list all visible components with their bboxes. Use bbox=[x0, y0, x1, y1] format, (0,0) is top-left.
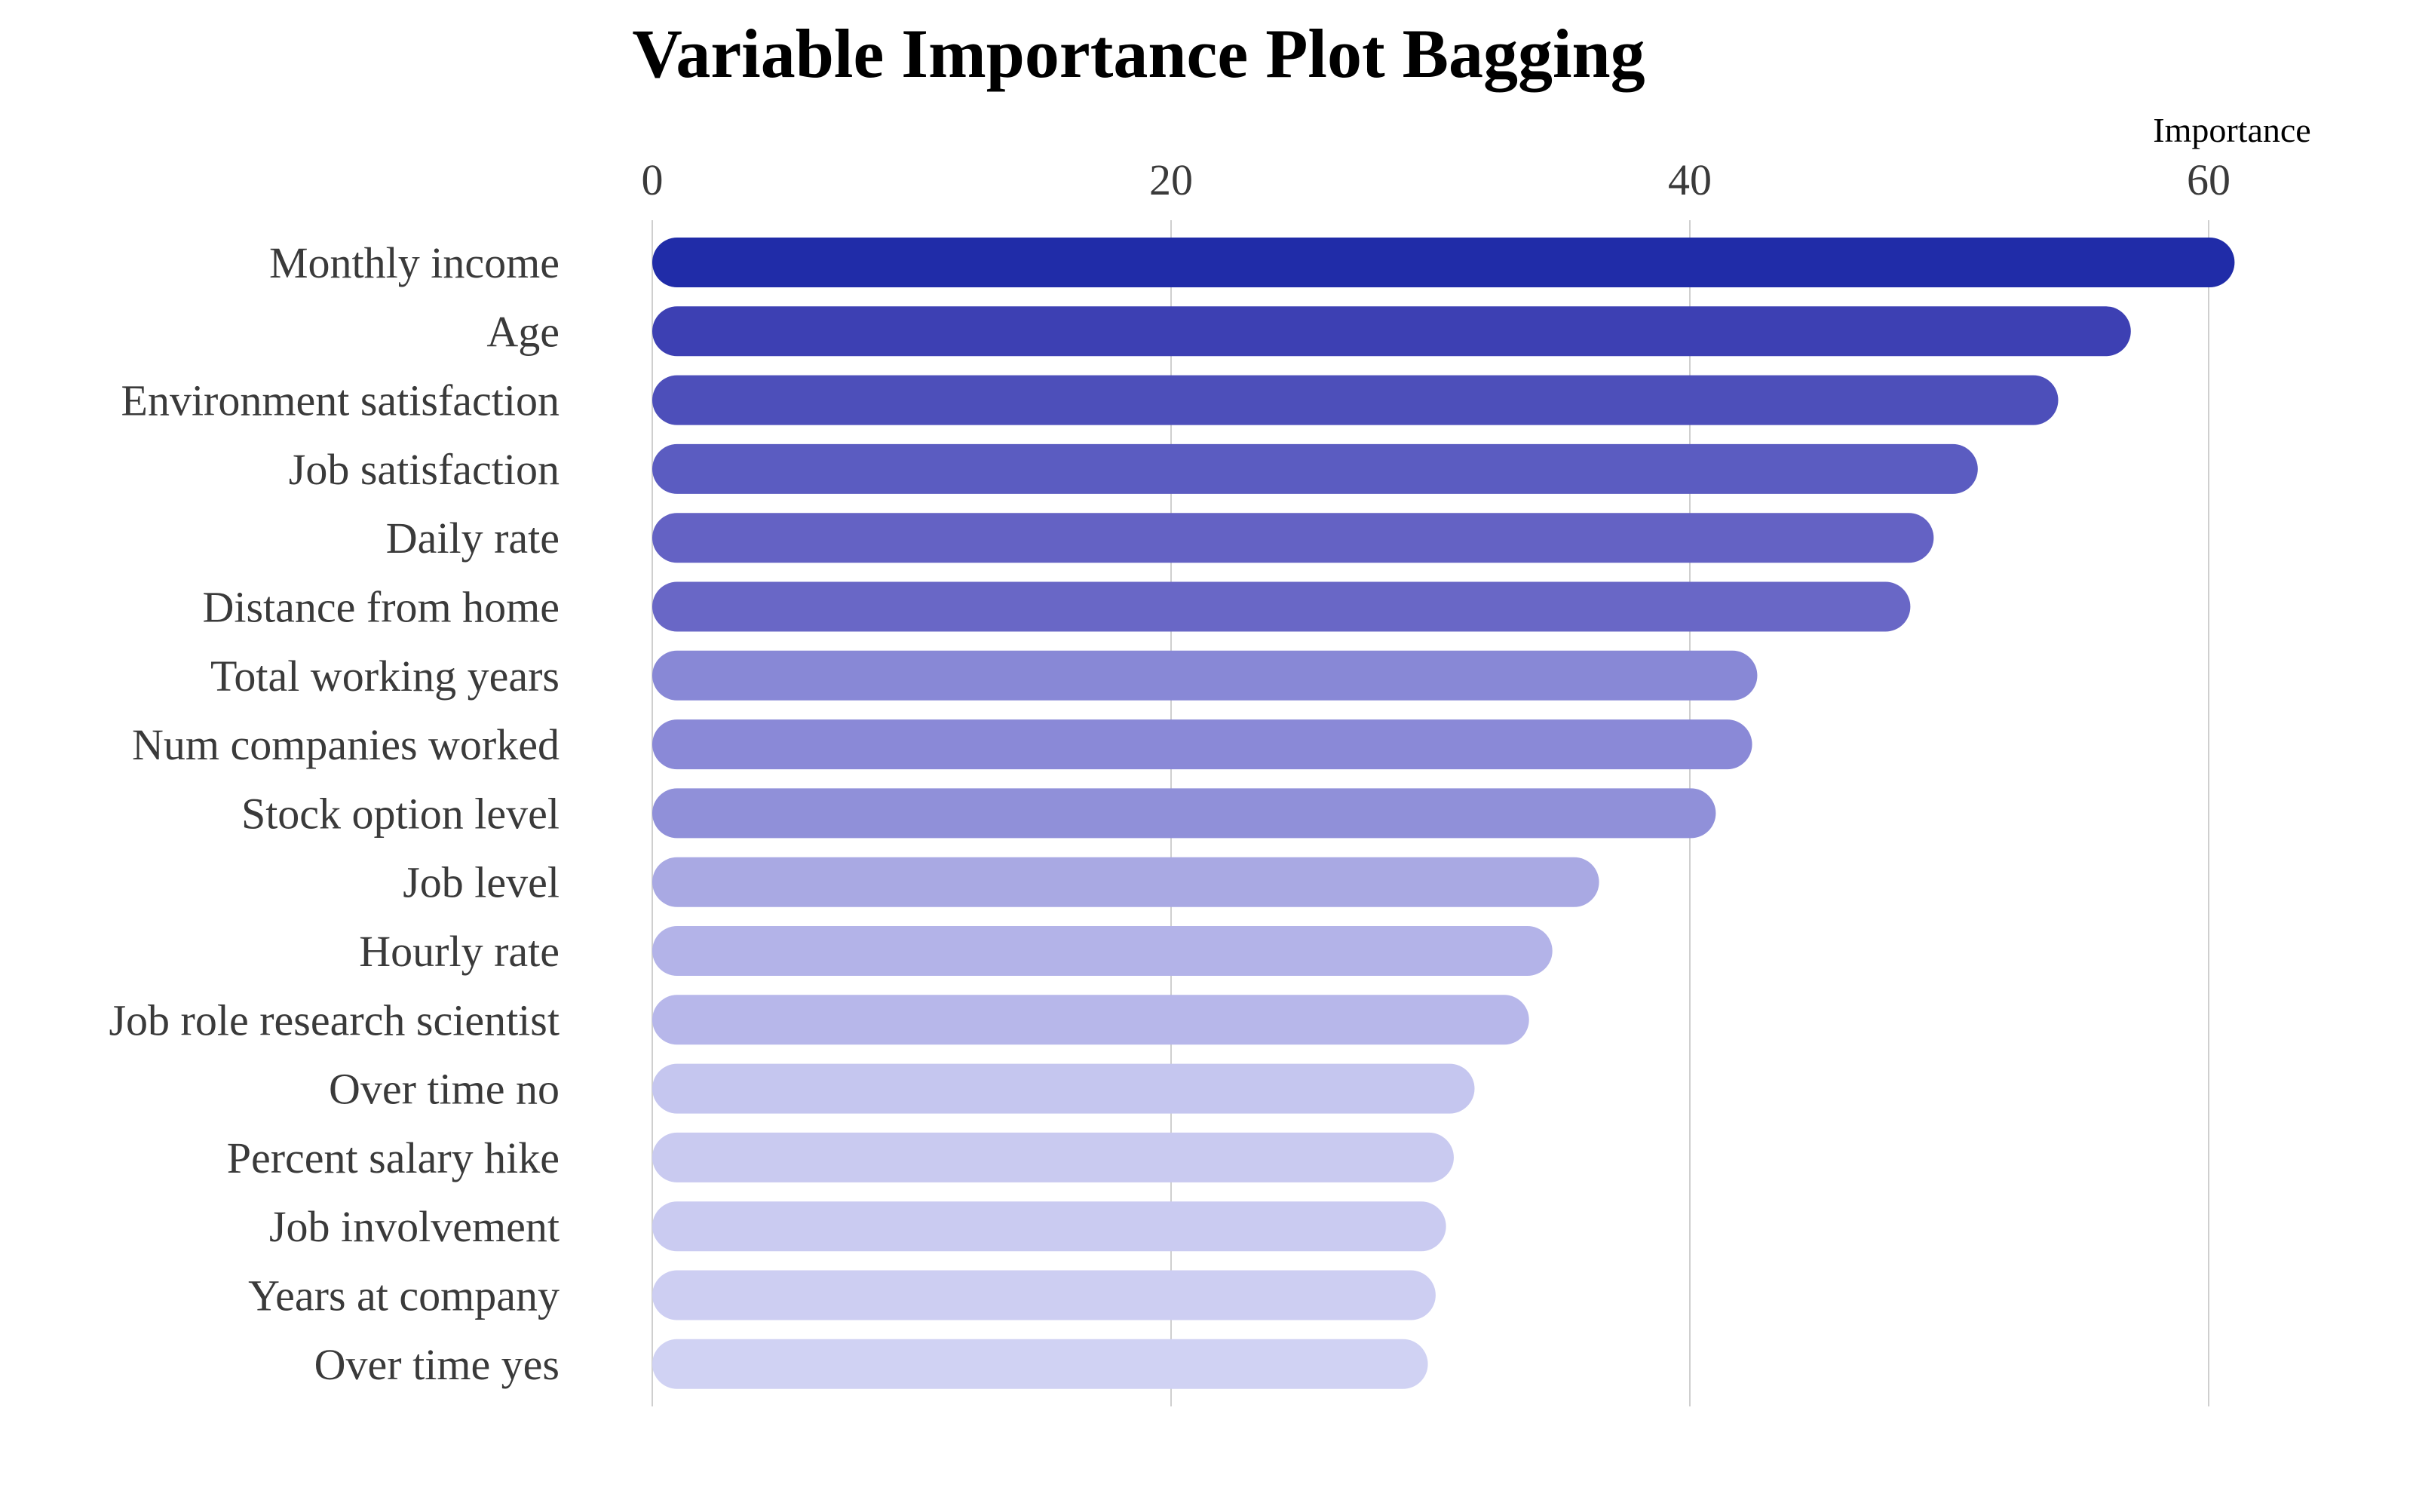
bar bbox=[652, 926, 1553, 976]
chart-title: Variable Importance Plot Bagging bbox=[632, 15, 1645, 92]
bar bbox=[652, 375, 2059, 425]
category-label: Job role research scientist bbox=[109, 995, 560, 1044]
category-label: Distance from home bbox=[202, 583, 560, 632]
category-label: Over time yes bbox=[314, 1340, 560, 1389]
category-label: Monthly income bbox=[269, 238, 560, 287]
bar bbox=[652, 650, 1758, 701]
bar bbox=[652, 443, 1978, 494]
bar bbox=[652, 857, 1599, 907]
category-label: Job level bbox=[403, 858, 560, 907]
bar bbox=[652, 788, 1716, 839]
category-label: Years at company bbox=[248, 1271, 560, 1320]
category-label: Age bbox=[486, 307, 560, 356]
category-label: Job satisfaction bbox=[289, 445, 560, 494]
x-axis-ticks: 0 20 40 60 bbox=[642, 155, 2231, 204]
category-label: Total working years bbox=[210, 652, 560, 701]
x-axis-title: Importance bbox=[2153, 111, 2310, 149]
category-label: Over time no bbox=[329, 1065, 560, 1114]
bar bbox=[652, 306, 2131, 357]
bar bbox=[652, 1063, 1475, 1114]
bar bbox=[652, 995, 1529, 1045]
x-tick-label: 0 bbox=[642, 155, 664, 204]
bar bbox=[652, 1270, 1436, 1320]
bars bbox=[652, 238, 2235, 1389]
category-labels: Monthly income Age Environment satisfactio… bbox=[109, 238, 560, 1389]
category-label: Num companies worked bbox=[132, 720, 560, 769]
x-tick-label: 20 bbox=[1149, 155, 1193, 204]
x-tick-label: 40 bbox=[1668, 155, 1712, 204]
bar bbox=[652, 513, 1934, 563]
bar bbox=[652, 719, 1752, 770]
category-label: Environment satisfaction bbox=[121, 376, 560, 425]
category-label: Daily rate bbox=[386, 514, 560, 563]
bar bbox=[652, 238, 2235, 287]
bar bbox=[652, 1201, 1446, 1252]
x-tick-label: 60 bbox=[2187, 155, 2231, 204]
bar bbox=[652, 581, 1911, 632]
bar bbox=[652, 1339, 1428, 1389]
category-label: Job involvement bbox=[269, 1202, 560, 1251]
category-label: Percent salary hike bbox=[227, 1133, 560, 1182]
category-label: Hourly rate bbox=[359, 927, 560, 976]
bar bbox=[652, 1132, 1454, 1182]
category-label: Stock option level bbox=[241, 789, 560, 838]
